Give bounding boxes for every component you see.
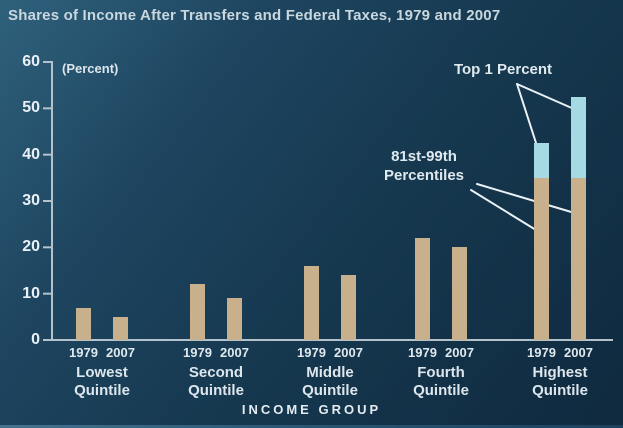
- top-1-percent-annotation: Top 1 Percent: [430, 61, 576, 78]
- bar-2007-middle-quintile: [341, 275, 356, 340]
- percentiles-label-line1: 81st-99th: [391, 148, 457, 165]
- year-label-1979-lowest-quintile: 1979: [69, 345, 98, 360]
- group-label-second-quintile-line1: Second: [188, 364, 244, 381]
- y-tick-label-10: 10: [22, 284, 40, 302]
- bar-1979-lowest-quintile: [76, 307, 91, 340]
- group-label-lowest-quintile-line1: Lowest: [76, 364, 128, 381]
- group-label-lowest-quintile-line2: Quintile: [74, 382, 130, 399]
- y-tick-label-40: 40: [22, 145, 40, 163]
- y-axis-unit-label: (Percent): [62, 61, 119, 76]
- 81st-99th-percentiles-annotation: 81st-99th Percentiles: [354, 147, 494, 185]
- bar-1979-middle-quintile: [304, 265, 319, 340]
- y-tick-label-0: 0: [31, 331, 40, 348]
- bar-1979-highest-quintile-81st-99th: [534, 177, 549, 340]
- group-label-middle-quintile-line2: Quintile: [302, 382, 358, 399]
- year-label-1979-second-quintile: 1979: [183, 345, 212, 360]
- group-label-second-quintile-line2: Quintile: [188, 382, 244, 399]
- group-label-highest-quintile-line1: Highest: [532, 364, 588, 381]
- year-label-2007-fourth-quintile: 2007: [445, 345, 474, 360]
- top-1-percent-label: Top 1 Percent: [453, 61, 553, 78]
- year-label-2007-lowest-quintile: 2007: [106, 345, 135, 360]
- year-label-1979-fourth-quintile: 1979: [408, 345, 437, 360]
- year-label-2007-middle-quintile: 2007: [334, 345, 363, 360]
- year-label-1979-middle-quintile: 1979: [297, 345, 326, 360]
- x-axis-title: INCOME GROUP: [241, 402, 382, 417]
- bar-2007-highest-quintile-top-1-percent: [571, 96, 586, 178]
- y-tick-label-60: 60: [22, 53, 40, 70]
- bar-2007-lowest-quintile: [113, 316, 128, 340]
- group-label-middle-quintile-line1: Middle: [306, 364, 354, 381]
- year-label-2007-highest-quintile: 2007: [564, 345, 593, 360]
- y-tick-label-20: 20: [22, 238, 40, 256]
- group-label-middle-quintile: Middle Quintile: [282, 364, 378, 400]
- bar-1979-highest-quintile-top-1-percent: [534, 143, 549, 178]
- group-label-lowest-quintile: Lowest Quintile: [54, 364, 150, 400]
- bar-2007-highest-quintile-81st-99th: [571, 177, 586, 340]
- bar-2007-second-quintile: [227, 298, 242, 340]
- chart-title: Shares of Income After Transfers and Fed…: [8, 7, 501, 24]
- group-label-second-quintile: Second Quintile: [168, 364, 264, 400]
- percentiles-label-line2: Percentiles: [383, 167, 465, 184]
- group-label-highest-quintile: Highest Quintile: [512, 364, 608, 400]
- y-tick-label-50: 50: [22, 99, 40, 117]
- group-label-fourth-quintile-line1: Fourth: [417, 364, 465, 381]
- bottom-edge-highlight: [0, 425, 623, 428]
- year-label-1979-highest-quintile: 1979: [527, 345, 556, 360]
- bar-1979-second-quintile: [190, 284, 205, 340]
- bar-1979-fourth-quintile: [415, 238, 430, 340]
- year-label-2007-second-quintile: 2007: [220, 345, 249, 360]
- group-label-fourth-quintile-line2: Quintile: [413, 382, 469, 399]
- bar-2007-fourth-quintile: [452, 247, 467, 340]
- group-label-highest-quintile-line2: Quintile: [532, 382, 588, 399]
- group-label-fourth-quintile: Fourth Quintile: [393, 364, 489, 400]
- y-tick-label-30: 30: [22, 192, 40, 209]
